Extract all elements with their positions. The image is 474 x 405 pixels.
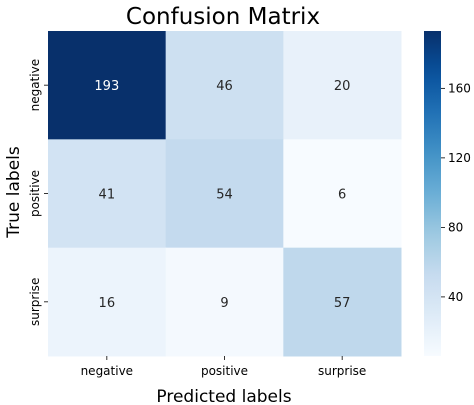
heatmap-cell-1-1 [165, 139, 284, 249]
colorbar-tick-label-120: 120 [448, 151, 471, 165]
cell-value-1-0: 41 [99, 188, 116, 203]
heatmap-cell-0-2 [283, 31, 402, 140]
y-tick-label-negative: negative [28, 59, 42, 111]
colorbar-gradient [424, 31, 441, 356]
y-axis-ticks: negative positive surprise [28, 59, 48, 326]
y-tick-label-surprise: surprise [28, 278, 42, 326]
cell-value-2-0: 16 [99, 296, 116, 311]
heatmap-cells: 193 46 20 41 54 6 16 9 57 [48, 31, 402, 357]
chart-title: Confusion Matrix [126, 4, 320, 30]
cell-value-0-1: 46 [216, 79, 233, 94]
heatmap-cell-2-0 [48, 247, 167, 357]
x-axis-label: Predicted labels [156, 387, 291, 405]
x-tick-label-negative: negative [81, 364, 133, 378]
colorbar: 40 80 120 160 [424, 31, 471, 356]
heatmap-cell-0-0 [48, 31, 167, 140]
colorbar-tick-label-160: 160 [448, 81, 471, 95]
x-axis-ticks: negative positive surprise [81, 356, 366, 378]
colorbar-tick-label-80: 80 [448, 220, 463, 234]
heatmap-cell-2-2 [283, 247, 402, 357]
y-tick-label-positive: positive [28, 170, 42, 217]
heatmap-cell-1-2 [283, 139, 402, 249]
cell-value-0-0: 193 [94, 79, 119, 94]
heatmap-cell-0-1 [165, 31, 284, 140]
heatmap-cell-1-0 [48, 139, 167, 249]
cell-value-1-1: 54 [216, 188, 233, 203]
y-axis-label: True labels [4, 146, 24, 239]
x-tick-label-positive: positive [201, 364, 248, 378]
cell-value-2-1: 9 [220, 296, 228, 311]
colorbar-tick-label-40: 40 [448, 290, 463, 304]
cell-value-0-2: 20 [334, 79, 351, 94]
x-tick-label-surprise: surprise [318, 364, 366, 378]
heatmap-cell-2-1 [165, 247, 284, 357]
cell-value-1-2: 6 [338, 188, 346, 203]
cell-value-2-2: 57 [334, 296, 351, 311]
